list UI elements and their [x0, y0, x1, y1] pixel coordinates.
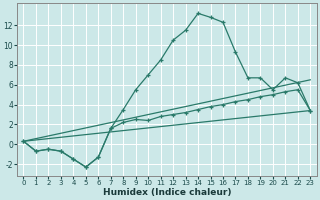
X-axis label: Humidex (Indice chaleur): Humidex (Indice chaleur) — [103, 188, 231, 197]
